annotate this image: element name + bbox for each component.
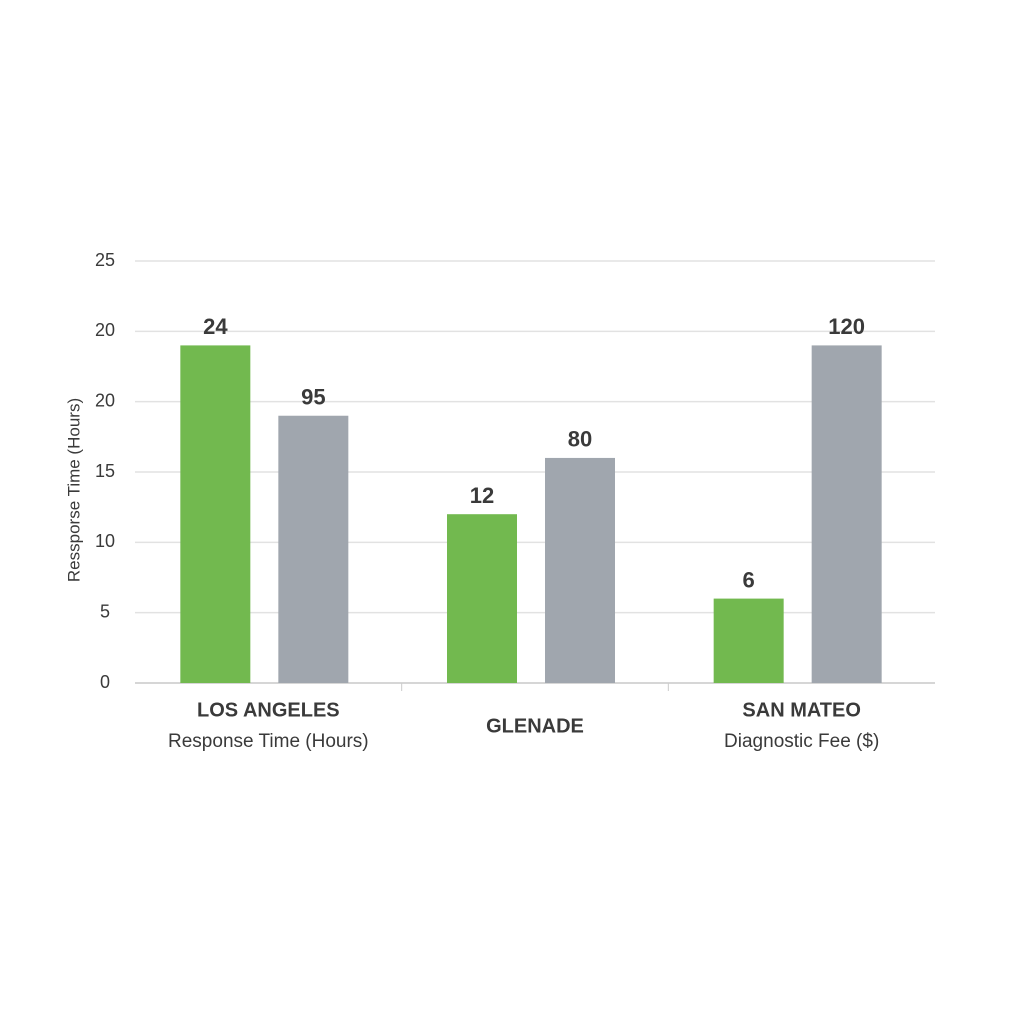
legend-label: Response Time (Hours) (168, 731, 369, 752)
y-tick-label: 20 (95, 390, 115, 410)
bar (811, 345, 882, 683)
bar (278, 415, 349, 683)
x-tick-label: GLENADE (486, 715, 584, 737)
value-label: 80 (568, 427, 592, 452)
bar (180, 345, 251, 683)
bar (447, 514, 517, 683)
y-tick-label: 10 (95, 531, 115, 551)
value-label: 6 (743, 567, 755, 592)
y-axis-label: Ressporse Time (Hours) (64, 398, 83, 582)
x-tick-label: LOS ANGELES (197, 699, 340, 721)
legend-label: Diagnostic Fee ($) (724, 731, 879, 752)
y-tick-label: 15 (95, 461, 115, 481)
value-label: 120 (828, 314, 865, 339)
bar (545, 457, 615, 683)
y-tick-label: 25 (95, 250, 115, 270)
y-tick-label: 0 (100, 672, 110, 692)
value-label: 24 (203, 314, 228, 339)
y-tick-label: 5 (100, 601, 110, 621)
y-tick-label: 20 (95, 320, 115, 340)
value-label: 12 (470, 483, 494, 508)
x-tick-label: SAN MATEO (742, 699, 861, 721)
value-label: 95 (301, 385, 325, 410)
bar (713, 598, 784, 683)
